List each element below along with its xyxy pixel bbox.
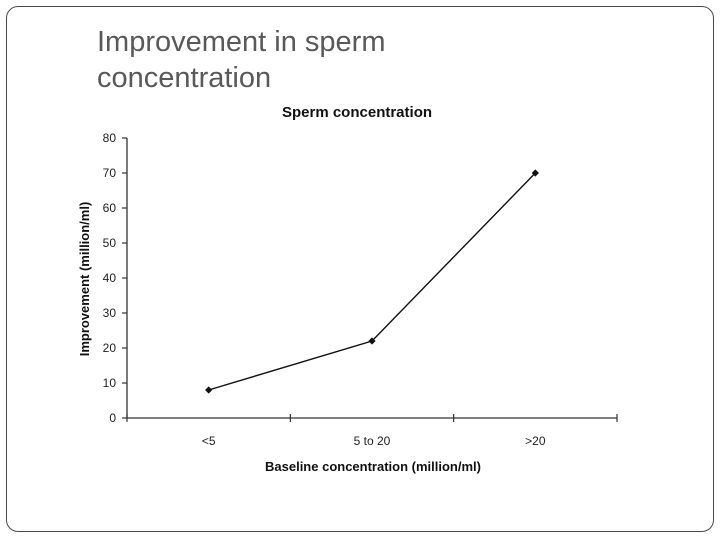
y-tick-label: 30 [103,306,117,320]
y-tick-label: 40 [103,271,117,285]
data-point[interactable] [205,386,213,394]
slide-frame [6,6,714,532]
x-tick-label: >20 [525,434,546,448]
y-tick-label: 50 [103,236,117,250]
y-tick-label: 80 [103,131,117,145]
y-axis-label: Improvement (million/ml) [77,202,92,357]
chart-title: Sperm concentration [282,104,432,121]
series-line [208,172,536,391]
data-point[interactable] [531,169,539,177]
series-layer [205,169,539,394]
y-tick-label: 10 [103,376,117,390]
x-tick-label: <5 [202,434,216,448]
x-tick-label: 5 to 20 [354,434,391,448]
y-axis: 0 10 20 30 40 50 60 70 80 [103,131,128,425]
y-tick-label: 60 [103,201,117,215]
data-point[interactable] [368,337,376,345]
y-tick-label: 20 [103,341,117,355]
slide-title: Improvement in sperm concentration [97,26,386,94]
y-tick-label: 70 [103,166,117,180]
x-axis: <5 5 to 20 >20 [126,414,618,448]
x-axis-label: Baseline concentration (million/ml) [265,459,481,474]
y-tick-label: 0 [109,411,116,425]
